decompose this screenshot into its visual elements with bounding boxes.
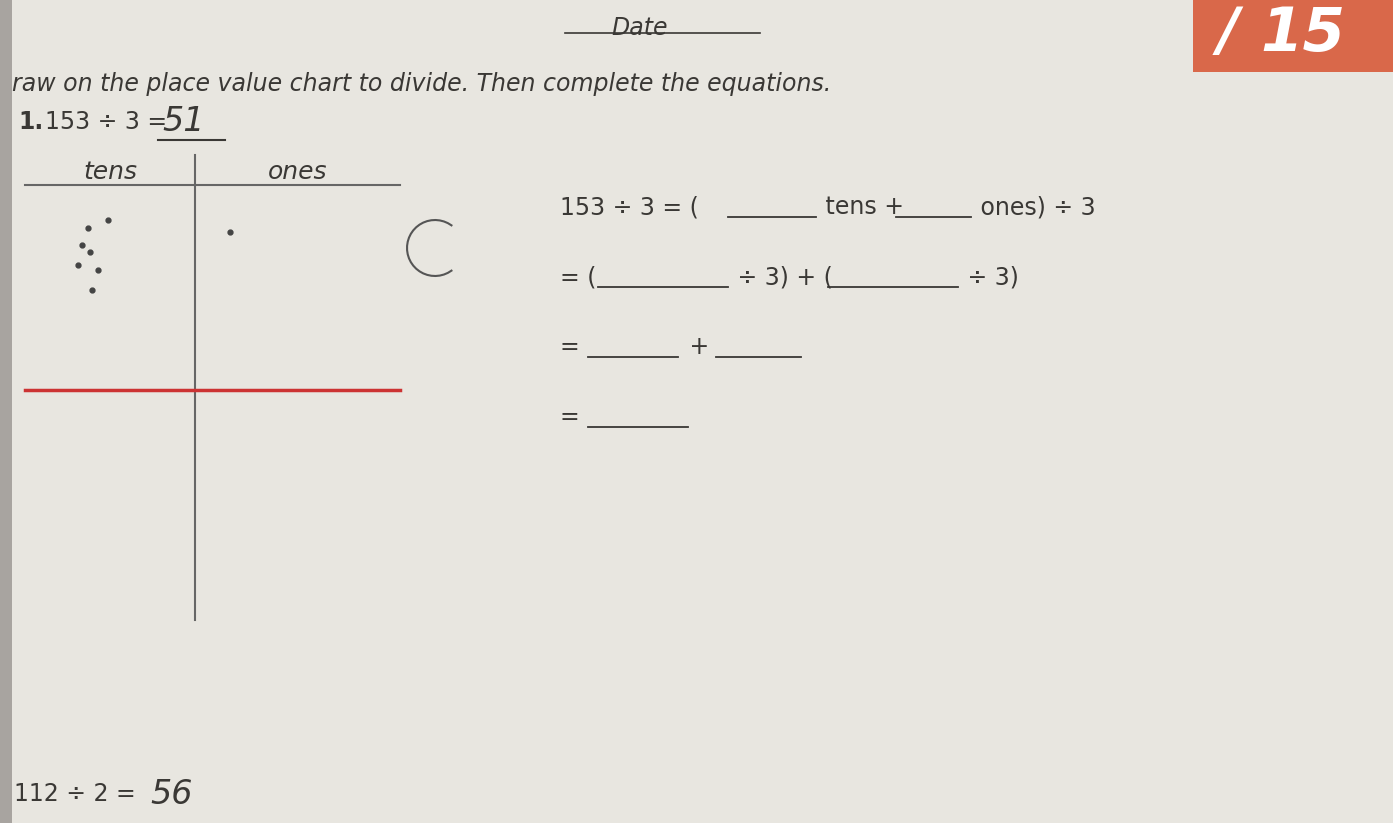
Text: /: / [1217, 5, 1240, 62]
Text: 15: 15 [1261, 5, 1346, 64]
Text: =: = [560, 335, 588, 359]
Text: 153 ÷ 3 = (: 153 ÷ 3 = ( [560, 195, 699, 219]
Text: 56: 56 [150, 778, 192, 811]
Text: 51: 51 [162, 105, 205, 138]
Text: Date: Date [612, 16, 669, 40]
FancyBboxPatch shape [1192, 0, 1393, 72]
Text: ÷ 3) + (: ÷ 3) + ( [730, 265, 833, 289]
Text: tens +: tens + [818, 195, 904, 219]
Text: ones: ones [267, 160, 327, 184]
Text: = (: = ( [560, 265, 596, 289]
Text: 1.: 1. [18, 110, 43, 134]
Text: raw on the place value chart to divide. Then complete the equations.: raw on the place value chart to divide. … [13, 72, 832, 96]
Text: ones) ÷ 3: ones) ÷ 3 [972, 195, 1096, 219]
Text: 153 ÷ 3 =: 153 ÷ 3 = [45, 110, 167, 134]
Text: =: = [560, 405, 588, 429]
Text: ÷ 3): ÷ 3) [960, 265, 1018, 289]
Text: tens: tens [84, 160, 137, 184]
Text: +: + [683, 335, 709, 359]
Text: 112 ÷ 2 =: 112 ÷ 2 = [14, 782, 135, 806]
FancyBboxPatch shape [0, 0, 13, 823]
